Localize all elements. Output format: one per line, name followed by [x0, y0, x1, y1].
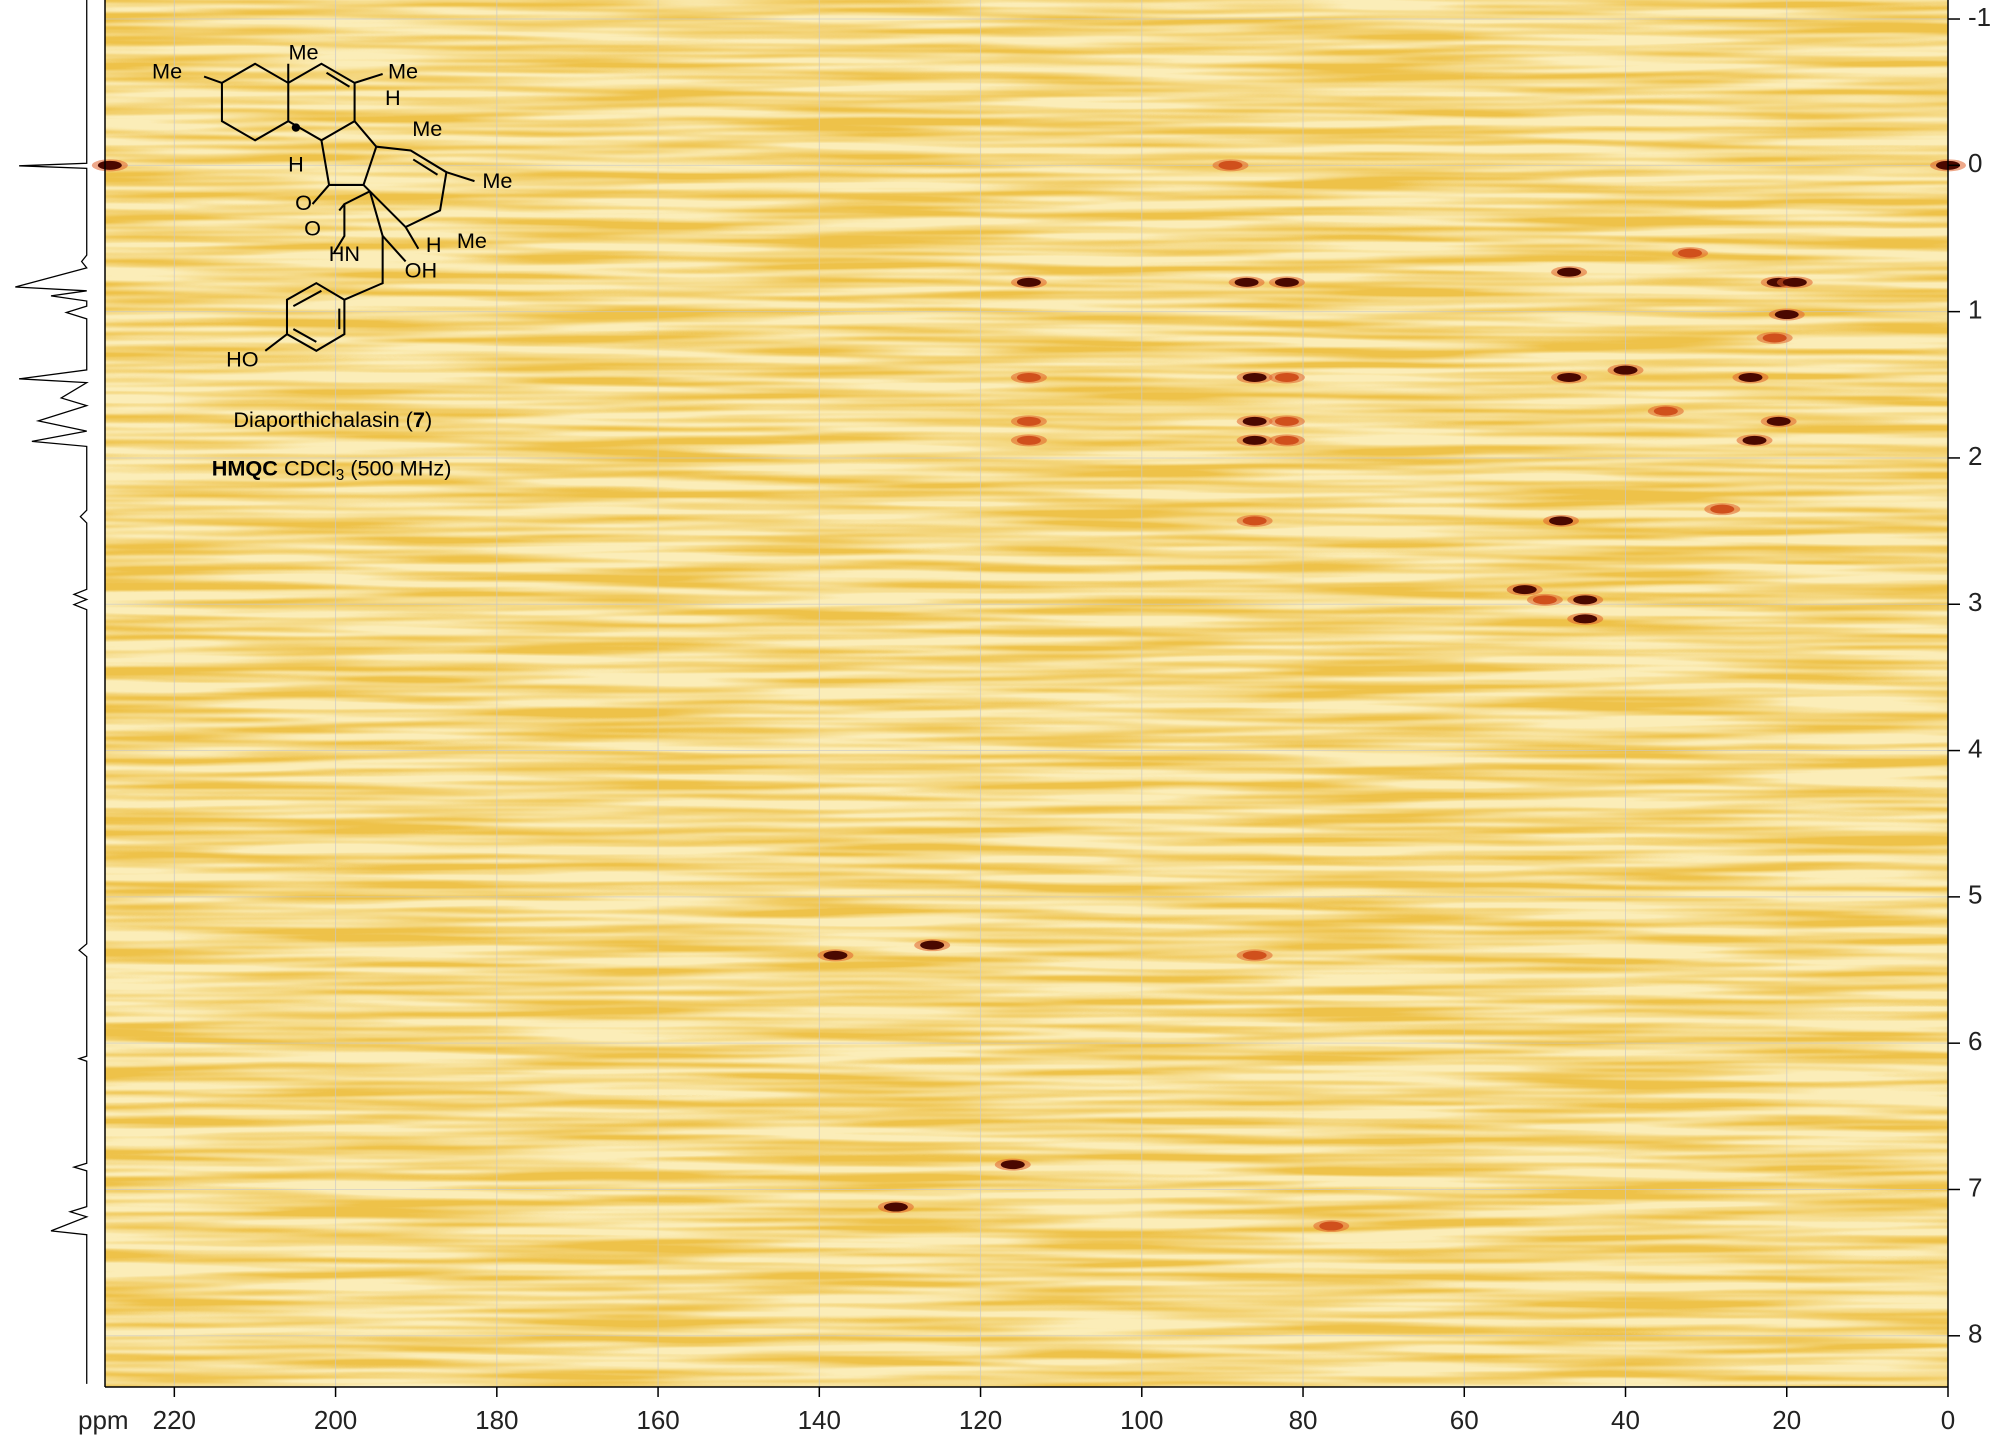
cross-peak: [1678, 249, 1702, 258]
x-tick-label: 120: [959, 1405, 1002, 1435]
cross-peak: [1017, 278, 1041, 287]
y-tick-label: 1: [1968, 295, 1982, 325]
cross-peak: [1275, 417, 1299, 426]
cross-peak: [1243, 373, 1267, 382]
x-tick-label: 20: [1772, 1405, 1801, 1435]
cross-peak: [1614, 366, 1638, 375]
atom-label: HO: [226, 347, 259, 372]
y-tick-label: 5: [1968, 880, 1982, 910]
method-label: HMQC CDCl3 (500 MHz): [212, 455, 452, 484]
cross-peak: [1243, 417, 1267, 426]
cross-peak: [1763, 333, 1787, 342]
cross-peak: [1319, 1222, 1343, 1231]
x-tick-label: 100: [1120, 1405, 1163, 1435]
cross-peak: [1710, 505, 1734, 514]
cross-peak: [1001, 1160, 1025, 1169]
cross-peak: [1235, 278, 1259, 287]
atom-label: H: [288, 152, 304, 177]
x-unit: ppm: [78, 1405, 129, 1435]
cross-peak: [1275, 436, 1299, 445]
cross-peak: [1654, 407, 1678, 416]
compound-name: Diaporthichalasin (: [233, 407, 413, 432]
atom-label: H: [385, 85, 401, 110]
cross-peak: [920, 941, 944, 950]
compound-number: 7: [413, 407, 425, 432]
cross-peak: [1218, 161, 1242, 170]
cross-peak: [1775, 310, 1799, 319]
cross-peak: [1017, 373, 1041, 382]
cross-peak: [1573, 595, 1597, 604]
y-tick-label: 7: [1968, 1172, 1982, 1202]
solvent: CDCl: [278, 455, 336, 480]
x-tick-label: 60: [1450, 1405, 1479, 1435]
cross-peak: [1243, 436, 1267, 445]
compound-label: Diaporthichalasin (7): [233, 407, 432, 432]
atom-label: O: [295, 190, 312, 215]
cross-peak: [1513, 585, 1537, 594]
cross-peak: [1533, 595, 1557, 604]
x-tick-label: 220: [153, 1405, 196, 1435]
cross-peak: [1243, 951, 1267, 960]
method: HMQC: [212, 455, 279, 480]
atom-label: Me: [289, 39, 319, 64]
cross-peak: [884, 1203, 908, 1212]
frequency: (500 MHz): [344, 455, 451, 480]
atom-label: O: [304, 215, 321, 240]
atom-label: HN: [329, 241, 360, 266]
cross-peak: [98, 161, 122, 170]
y-tick-label: 2: [1968, 441, 1982, 471]
atom-label: OH: [405, 257, 438, 282]
compound-paren: ): [425, 407, 432, 432]
y-tick-label: 4: [1968, 733, 1982, 763]
y-tick-label: 8: [1968, 1319, 1982, 1349]
y-tick-label: 0: [1968, 148, 1982, 178]
noise: [105, 0, 1948, 1387]
cross-peak: [1738, 373, 1762, 382]
atom-label: Me: [457, 228, 487, 253]
cross-peak: [1017, 417, 1041, 426]
chart: ppm MeMeMeHMeMeHOOHNHMeOHHO Diaporthicha…: [0, 0, 2000, 1442]
x-tick-label: 40: [1611, 1405, 1640, 1435]
y-tick-label: 6: [1968, 1026, 1982, 1056]
atom-label: H: [426, 232, 442, 257]
atom-label: Me: [152, 58, 182, 83]
cross-peak: [823, 951, 847, 960]
cross-peak: [1557, 373, 1581, 382]
cross-peak: [1743, 436, 1767, 445]
cross-peak: [1549, 516, 1573, 525]
atom-label: Me: [412, 116, 442, 141]
x-tick-label: 140: [798, 1405, 841, 1435]
atom-label: Me: [388, 58, 418, 83]
cross-peak: [1767, 417, 1791, 426]
x-tick-label: 200: [314, 1405, 357, 1435]
solvent-sub: 3: [336, 467, 345, 484]
x-tick-label: 80: [1289, 1405, 1318, 1435]
x-tick-label: 160: [636, 1405, 679, 1435]
cross-peak: [1783, 278, 1807, 287]
y-tick-label: -1: [1968, 2, 1991, 32]
y-tick-label: 3: [1968, 587, 1982, 617]
atom-label: Me: [482, 168, 512, 193]
cross-peak: [1573, 614, 1597, 623]
x-tick-label: 180: [475, 1405, 518, 1435]
cross-peak: [1017, 436, 1041, 445]
x-tick-label: 0: [1941, 1405, 1955, 1435]
projection: [15, 0, 86, 1384]
cross-peak: [1557, 268, 1581, 277]
cross-peak: [1243, 516, 1267, 525]
cross-peak: [1275, 373, 1299, 382]
cross-peak: [1275, 278, 1299, 287]
